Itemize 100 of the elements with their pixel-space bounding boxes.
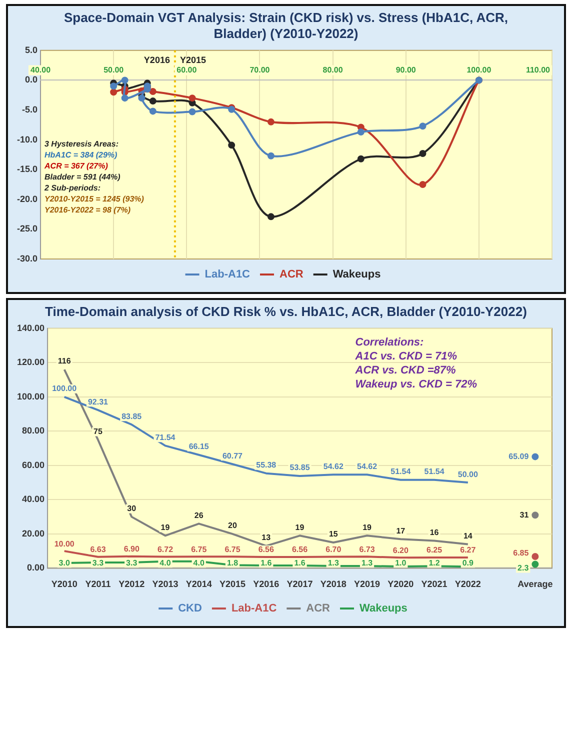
annotation: ACR vs. CKD =87% <box>354 364 456 376</box>
y-tick-label: 5.0 <box>25 44 38 55</box>
data-label: 54.62 <box>357 462 378 471</box>
data-label: 6.70 <box>326 544 342 554</box>
legend-label: Lab-A1C <box>231 602 277 615</box>
y-tick-label: -30.0 <box>17 253 38 264</box>
x-tick-label: Y2022 <box>454 579 481 590</box>
legend-label: Wakeups <box>332 268 381 281</box>
y-tick-label: 20.00 <box>22 528 45 538</box>
data-label: 4.0 <box>160 558 172 568</box>
ref-line-label: Y2015 <box>180 54 206 65</box>
x-tick-label: Y2020 <box>388 579 414 590</box>
x-tick-label: 90.00 <box>396 65 416 74</box>
x-tick-label: Y2015 <box>219 579 246 590</box>
data-label: 6.63 <box>90 545 106 554</box>
data-label: 15 <box>328 530 338 539</box>
legend-label: CKD <box>178 602 202 615</box>
y-tick-label: 0.0 <box>25 74 38 85</box>
annotation: Bladder = 591 (44%) <box>44 172 121 182</box>
data-label: 2.3 <box>518 563 530 572</box>
annotation: Y2016-Y2022 = 98 (7%) <box>44 205 131 214</box>
x-tick-label: 80.00 <box>322 65 344 74</box>
data-label: 13 <box>262 533 272 542</box>
data-label: 6.73 <box>359 544 376 554</box>
data-label: 100.00 <box>52 384 78 394</box>
data-label: 55.38 <box>256 460 277 470</box>
data-label: 31 <box>520 510 530 520</box>
y-tick-label: 120.00 <box>16 357 45 368</box>
x-tick-label: Y2016 <box>253 579 280 590</box>
annotation: Correlations: <box>355 336 424 348</box>
x-tick-label: Average <box>518 579 553 590</box>
y-tick-label: 0.00 <box>26 562 45 573</box>
data-label: 16 <box>430 528 440 537</box>
legend-label: Wakeups <box>360 602 408 615</box>
data-label: 17 <box>396 526 406 536</box>
y-tick-label: -10.0 <box>17 134 38 144</box>
legend-label: ACR <box>280 268 304 281</box>
data-label: 1.6 <box>260 558 272 568</box>
data-label: 1.8 <box>226 558 239 568</box>
legend-label: Lab-A1C <box>204 268 250 281</box>
data-label: 66.15 <box>188 442 210 452</box>
y-tick-label: 60.00 <box>22 460 45 470</box>
chart-title: Space-Domain VGT Analysis: Strain (CKD risk) vs. Stress (HbA1C, ACR, Bladder) (Y2010-Y2022) <box>62 9 510 42</box>
y-tick-label: -15.0 <box>17 164 38 174</box>
x-tick-label: 100.00 <box>466 65 492 74</box>
y-tick-label: 40.00 <box>22 494 45 504</box>
data-label: 1.2 <box>428 558 440 568</box>
data-label: 71.54 <box>155 432 176 442</box>
data-label: 10.00 <box>54 539 75 548</box>
data-label: 4.0 <box>193 558 205 568</box>
annotation: ACR = 367 (27%) <box>44 161 108 170</box>
y-tick-label: -20.0 <box>17 194 38 204</box>
data-label: 51.54 <box>390 467 412 476</box>
x-tick-label: 50.00 <box>104 65 124 74</box>
data-label: 19 <box>160 522 170 532</box>
x-tick-label: Y2011 <box>85 579 111 590</box>
y-tick-label: -25.0 <box>17 224 38 234</box>
data-label: 6.56 <box>258 545 274 554</box>
x-tick-label: 110.00 <box>526 65 551 74</box>
chart-title: Time-Domain analysis of CKD Risk % vs. HbA1C, ACR, Bladder (Y2010-Y2022) <box>44 303 528 320</box>
data-label: 6.20 <box>392 546 409 555</box>
y-tick-label: 80.00 <box>22 426 45 436</box>
y-tick-label: 100.00 <box>16 391 45 402</box>
data-label: 1.6 <box>294 558 306 568</box>
data-label: 0.9 <box>462 558 474 568</box>
annotation: HbA1C = 384 (29%) <box>44 150 118 160</box>
annotation: 2 Sub-periods: <box>44 183 101 192</box>
legend-label: ACR <box>306 602 330 615</box>
x-tick-label: Y2018 <box>320 579 346 590</box>
data-label: 6.72 <box>157 544 174 554</box>
data-label: 1.3 <box>328 558 340 568</box>
data-label: 14 <box>463 531 473 540</box>
x-tick-label: 70.00 <box>250 65 270 74</box>
y-tick-label: 140.00 <box>16 322 45 333</box>
data-label: 20 <box>228 521 238 530</box>
annotation: A1C vs. CKD = 71% <box>354 350 458 362</box>
x-tick-label: Y2010 <box>51 579 78 590</box>
data-label: 6.75 <box>224 544 241 554</box>
x-tick-label: Y2017 <box>286 579 313 590</box>
data-label: 1.3 <box>361 558 374 568</box>
data-label: 6.75 <box>191 544 208 554</box>
data-label: 6.27 <box>460 546 476 555</box>
data-label: 1.0 <box>395 558 407 568</box>
data-label: 6.85 <box>513 548 530 558</box>
data-label: 19 <box>362 522 372 532</box>
data-label: 26 <box>194 510 204 520</box>
data-label: 51.54 <box>424 467 445 476</box>
data-label: 30 <box>127 504 137 514</box>
x-tick-label: Y2013 <box>152 579 178 590</box>
data-label: 19 <box>295 522 305 532</box>
data-label: 6.90 <box>124 544 140 554</box>
x-tick-label: Y2021 <box>421 579 448 590</box>
annotation: Y2010-Y2015 = 1245 (93%) <box>44 194 144 204</box>
x-tick-label: Y2012 <box>118 579 145 590</box>
data-label: 6.56 <box>292 545 308 554</box>
annotation: Wakeup vs. CKD = 72% <box>355 378 478 390</box>
data-label: 116 <box>58 356 72 366</box>
y-tick-label: -5.0 <box>22 104 38 114</box>
data-label: 75 <box>94 426 103 436</box>
x-tick-label: 60.00 <box>176 65 198 74</box>
